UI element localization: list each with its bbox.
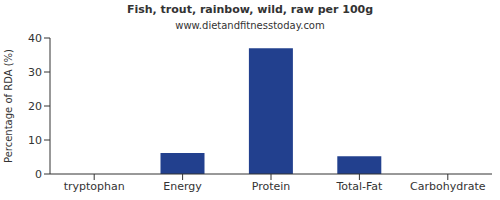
svg-text:Carbohydrate: Carbohydrate: [410, 180, 486, 193]
svg-text:Total-Fat: Total-Fat: [335, 180, 383, 193]
svg-text:Protein: Protein: [252, 180, 291, 193]
html-text:Fish, trout, rainbow, wild, ra: Fish, trout, rainbow, wild, raw per 100g: [126, 3, 374, 16]
svg-text:40: 40: [28, 32, 42, 45]
svg-text:0: 0: [35, 168, 42, 181]
svg-text:Energy: Energy: [163, 180, 202, 193]
svg-text:Percentage of RDA (%): Percentage of RDA (%): [8, 49, 14, 163]
svg-text:20: 20: [28, 100, 42, 113]
svg-text:tryptophan: tryptophan: [64, 180, 125, 193]
html-text:www.dietandfitnesstoday.com: www.dietandfitnesstoday.com: [175, 20, 325, 31]
svg-text:30: 30: [28, 66, 42, 79]
svg-text:10: 10: [28, 134, 42, 147]
